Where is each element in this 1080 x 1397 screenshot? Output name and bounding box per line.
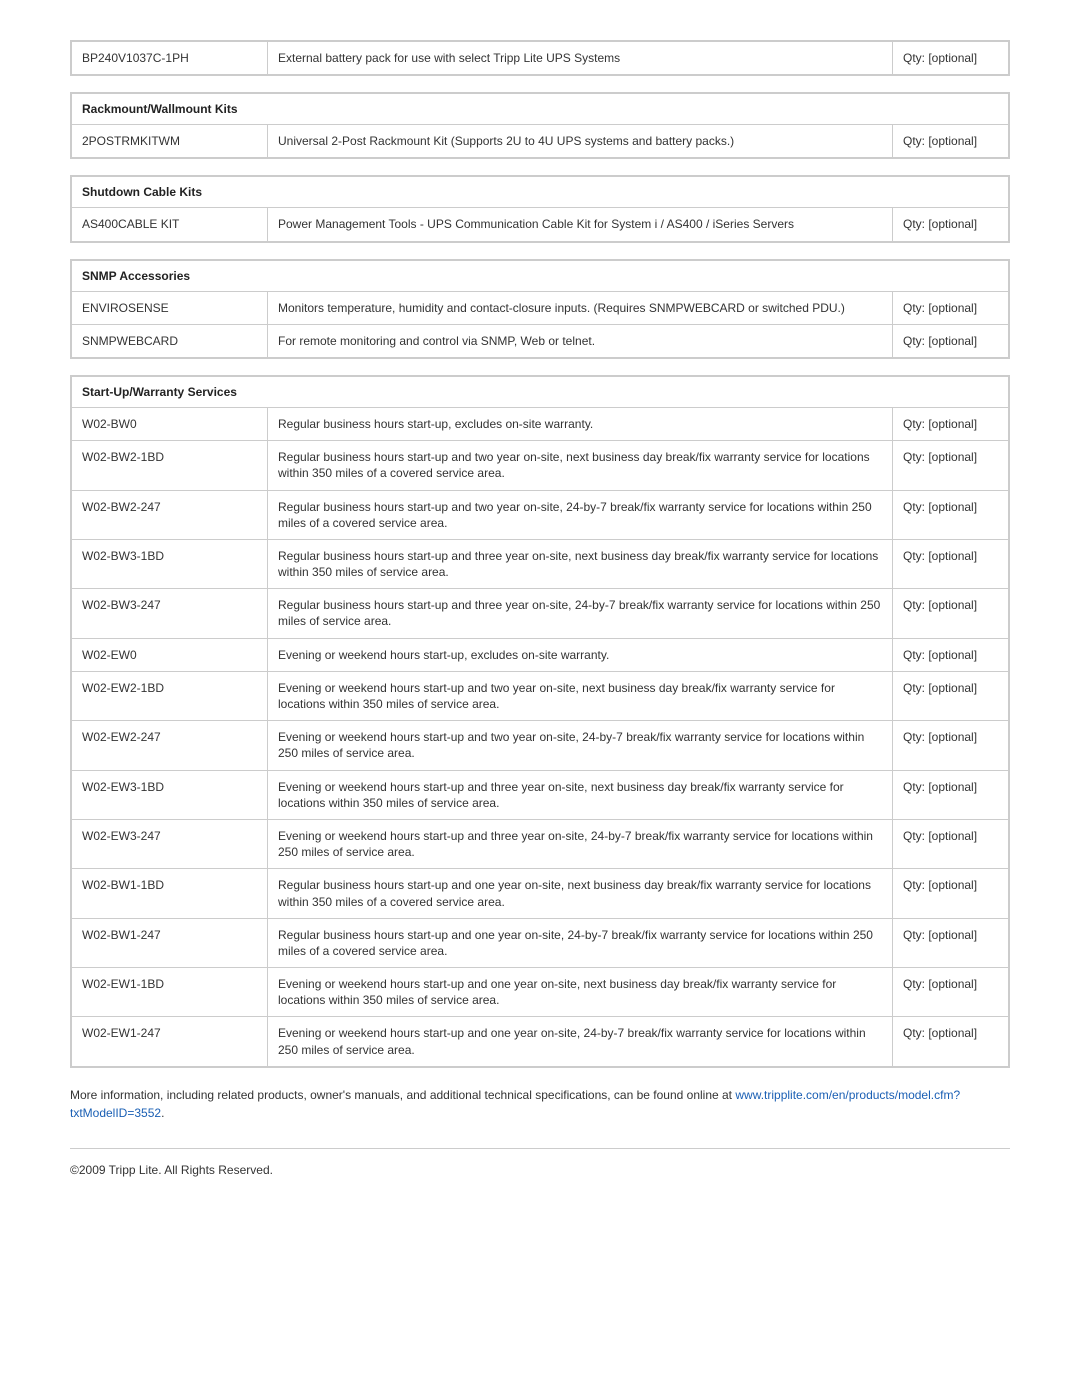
- footer-more-info: More information, including related prod…: [70, 1086, 1010, 1122]
- footer-separator: [70, 1148, 1010, 1149]
- table-row: 2POSTRMKITWMUniversal 2-Post Rackmount K…: [71, 125, 1009, 159]
- table-row: W02-EW0Evening or weekend hours start-up…: [71, 638, 1009, 671]
- desc-cell: Regular business hours start-up and two …: [268, 441, 893, 490]
- sku-cell: 2POSTRMKITWM: [71, 125, 268, 159]
- desc-cell: Evening or weekend hours start-up and th…: [268, 770, 893, 819]
- qty-cell: Qty: [optional]: [893, 918, 1010, 967]
- qty-cell: Qty: [optional]: [893, 125, 1010, 159]
- sku-cell: W02-BW1-1BD: [71, 869, 268, 918]
- qty-cell: Qty: [optional]: [893, 208, 1010, 242]
- page-container: BP240V1037C-1PH External battery pack fo…: [0, 0, 1080, 1237]
- desc-cell: Monitors temperature, humidity and conta…: [268, 291, 893, 324]
- desc-cell: Evening or weekend hours start-up, exclu…: [268, 638, 893, 671]
- section-table: Start-Up/Warranty ServicesW02-BW0Regular…: [70, 375, 1010, 1068]
- sku-cell: SNMPWEBCARD: [71, 324, 268, 358]
- sku-cell: W02-EW1-247: [71, 1017, 268, 1067]
- desc-cell: Regular business hours start-up, exclude…: [268, 407, 893, 440]
- orphan-row-table: BP240V1037C-1PH External battery pack fo…: [70, 40, 1010, 76]
- section-table: Rackmount/Wallmount Kits2POSTRMKITWMUniv…: [70, 92, 1010, 159]
- table-row: ENVIROSENSEMonitors temperature, humidit…: [71, 291, 1009, 324]
- section-table: SNMP AccessoriesENVIROSENSEMonitors temp…: [70, 259, 1010, 359]
- desc-cell: Evening or weekend hours start-up and on…: [268, 968, 893, 1017]
- section-title: SNMP Accessories: [71, 260, 1009, 292]
- table-row: W02-BW1-1BDRegular business hours start-…: [71, 869, 1009, 918]
- sku-cell: W02-EW2-247: [71, 721, 268, 770]
- sku-cell: W02-EW3-1BD: [71, 770, 268, 819]
- sku-cell: W02-BW2-247: [71, 490, 268, 539]
- section-group: Shutdown Cable KitsAS400CABLE KITPower M…: [70, 175, 1010, 242]
- section-title: Shutdown Cable Kits: [71, 176, 1009, 208]
- sku-cell: W02-EW2-1BD: [71, 671, 268, 720]
- sku-cell: AS400CABLE KIT: [71, 208, 268, 242]
- copyright-text: ©2009 Tripp Lite. All Rights Reserved.: [70, 1163, 1010, 1177]
- sku-cell: W02-EW1-1BD: [71, 968, 268, 1017]
- sku-cell: W02-BW0: [71, 407, 268, 440]
- sku-cell: W02-EW3-247: [71, 819, 268, 868]
- qty-cell: Qty: [optional]: [893, 638, 1010, 671]
- section-table: Shutdown Cable KitsAS400CABLE KITPower M…: [70, 175, 1010, 242]
- table-row: BP240V1037C-1PH External battery pack fo…: [71, 41, 1009, 75]
- desc-cell: Evening or weekend hours start-up and tw…: [268, 671, 893, 720]
- table-row: W02-BW2-247Regular business hours start-…: [71, 490, 1009, 539]
- desc-cell: Regular business hours start-up and two …: [268, 490, 893, 539]
- section-title: Rackmount/Wallmount Kits: [71, 93, 1009, 125]
- table-row: W02-BW0Regular business hours start-up, …: [71, 407, 1009, 440]
- footer-period: .: [161, 1106, 164, 1120]
- section-title: Start-Up/Warranty Services: [71, 376, 1009, 408]
- desc-cell: Evening or weekend hours start-up and tw…: [268, 721, 893, 770]
- qty-cell: Qty: [optional]: [893, 869, 1010, 918]
- table-row: W02-BW1-247Regular business hours start-…: [71, 918, 1009, 967]
- qty-cell: Qty: [optional]: [893, 407, 1010, 440]
- sku-cell: W02-BW3-247: [71, 589, 268, 638]
- footer-intro: More information, including related prod…: [70, 1088, 735, 1102]
- section-group: Start-Up/Warranty ServicesW02-BW0Regular…: [70, 375, 1010, 1068]
- desc-cell: Regular business hours start-up and thre…: [268, 589, 893, 638]
- qty-cell: Qty: [optional]: [893, 671, 1010, 720]
- qty-cell: Qty: [optional]: [893, 490, 1010, 539]
- sku-cell: ENVIROSENSE: [71, 291, 268, 324]
- desc-cell: Evening or weekend hours start-up and on…: [268, 1017, 893, 1067]
- table-row: W02-EW3-247Evening or weekend hours star…: [71, 819, 1009, 868]
- table-row: W02-BW3-1BDRegular business hours start-…: [71, 539, 1009, 588]
- sku-cell: W02-EW0: [71, 638, 268, 671]
- desc-cell: Regular business hours start-up and one …: [268, 918, 893, 967]
- qty-cell: Qty: [optional]: [893, 770, 1010, 819]
- qty-cell: Qty: [optional]: [893, 721, 1010, 770]
- qty-cell: Qty: [optional]: [893, 291, 1010, 324]
- qty-cell: Qty: [optional]: [893, 41, 1010, 75]
- sku-cell: W02-BW2-1BD: [71, 441, 268, 490]
- desc-cell: Power Management Tools - UPS Communicati…: [268, 208, 893, 242]
- sku-cell: BP240V1037C-1PH: [71, 41, 268, 75]
- desc-cell: External battery pack for use with selec…: [268, 41, 893, 75]
- table-row: W02-EW3-1BDEvening or weekend hours star…: [71, 770, 1009, 819]
- desc-cell: Universal 2-Post Rackmount Kit (Supports…: [268, 125, 893, 159]
- table-row: W02-EW1-247Evening or weekend hours star…: [71, 1017, 1009, 1067]
- qty-cell: Qty: [optional]: [893, 324, 1010, 358]
- desc-cell: Regular business hours start-up and one …: [268, 869, 893, 918]
- section-group: Rackmount/Wallmount Kits2POSTRMKITWMUniv…: [70, 92, 1010, 159]
- sku-cell: W02-BW1-247: [71, 918, 268, 967]
- table-row: SNMPWEBCARDFor remote monitoring and con…: [71, 324, 1009, 358]
- table-row: W02-BW2-1BDRegular business hours start-…: [71, 441, 1009, 490]
- qty-cell: Qty: [optional]: [893, 589, 1010, 638]
- sku-cell: W02-BW3-1BD: [71, 539, 268, 588]
- desc-cell: Evening or weekend hours start-up and th…: [268, 819, 893, 868]
- qty-cell: Qty: [optional]: [893, 539, 1010, 588]
- table-row: W02-EW2-1BDEvening or weekend hours star…: [71, 671, 1009, 720]
- section-group: SNMP AccessoriesENVIROSENSEMonitors temp…: [70, 259, 1010, 359]
- table-row: W02-EW1-1BDEvening or weekend hours star…: [71, 968, 1009, 1017]
- desc-cell: For remote monitoring and control via SN…: [268, 324, 893, 358]
- qty-cell: Qty: [optional]: [893, 819, 1010, 868]
- desc-cell: Regular business hours start-up and thre…: [268, 539, 893, 588]
- table-row: W02-BW3-247Regular business hours start-…: [71, 589, 1009, 638]
- qty-cell: Qty: [optional]: [893, 1017, 1010, 1067]
- qty-cell: Qty: [optional]: [893, 968, 1010, 1017]
- qty-cell: Qty: [optional]: [893, 441, 1010, 490]
- table-row: AS400CABLE KITPower Management Tools - U…: [71, 208, 1009, 242]
- table-row: W02-EW2-247Evening or weekend hours star…: [71, 721, 1009, 770]
